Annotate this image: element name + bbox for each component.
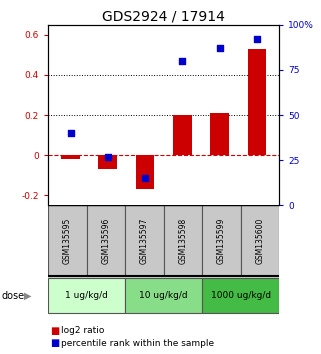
Text: GSM135595: GSM135595 <box>63 217 72 264</box>
Bar <box>247 49 266 155</box>
Text: ▶: ▶ <box>24 291 31 301</box>
Text: 1 ug/kg/d: 1 ug/kg/d <box>65 291 108 300</box>
Bar <box>136 155 154 189</box>
Text: GSM135596: GSM135596 <box>101 217 110 264</box>
Bar <box>202 278 279 313</box>
Bar <box>48 278 125 313</box>
Title: GDS2924 / 17914: GDS2924 / 17914 <box>102 10 225 24</box>
Point <box>217 45 222 51</box>
Text: GSM135599: GSM135599 <box>217 217 226 264</box>
Point <box>68 130 73 136</box>
Point <box>143 176 148 181</box>
Text: 10 ug/kg/d: 10 ug/kg/d <box>139 291 188 300</box>
Bar <box>125 205 164 276</box>
Text: ■: ■ <box>50 338 59 348</box>
Bar <box>61 155 80 159</box>
Bar <box>241 205 279 276</box>
Bar <box>48 205 87 276</box>
Bar <box>87 205 125 276</box>
Text: GSM135600: GSM135600 <box>256 217 265 264</box>
Text: dose: dose <box>2 291 25 301</box>
Point <box>254 36 259 42</box>
Text: ■: ■ <box>50 326 59 336</box>
Bar <box>125 278 202 313</box>
Text: percentile rank within the sample: percentile rank within the sample <box>61 339 214 348</box>
Point <box>105 154 110 159</box>
Text: log2 ratio: log2 ratio <box>61 326 104 336</box>
Text: GSM135597: GSM135597 <box>140 217 149 264</box>
Text: GSM135598: GSM135598 <box>178 218 187 264</box>
Bar <box>210 113 229 155</box>
Bar <box>164 205 202 276</box>
Point <box>180 58 185 64</box>
Bar <box>99 155 117 169</box>
Bar <box>202 205 241 276</box>
Text: 1000 ug/kg/d: 1000 ug/kg/d <box>211 291 271 300</box>
Bar <box>173 115 192 155</box>
